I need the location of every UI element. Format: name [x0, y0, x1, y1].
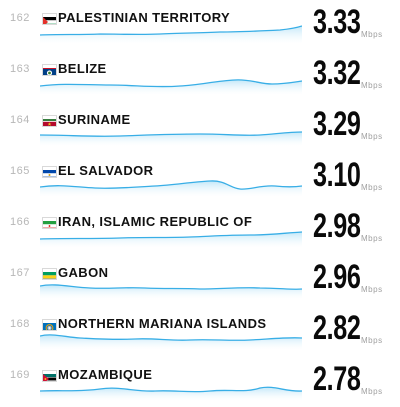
speed-unit: Mbps: [361, 183, 383, 192]
speed-value: 3.29: [313, 105, 361, 143]
rank-number: 168: [10, 318, 30, 330]
country-name: IRAN, ISLAMIC REPUBLIC OF: [58, 214, 253, 229]
rank-number: 167: [10, 267, 30, 279]
speed-unit: Mbps: [361, 285, 383, 294]
speed-value: 3.32: [313, 54, 361, 92]
rank-number: 165: [10, 165, 30, 177]
speed-unit: Mbps: [361, 387, 383, 396]
list-item: 164 SURINAME 3.29 Mbps: [0, 102, 400, 152]
speed-unit: Mbps: [361, 81, 383, 90]
rank-number: 163: [10, 63, 30, 75]
speed-value: 3.33: [313, 3, 361, 41]
list-item: 162 PALESTINIAN TERRITORY 3.33 Mbps: [0, 0, 400, 50]
speed-unit: Mbps: [361, 132, 383, 141]
list-item: 166 IRAN, ISLAMIC REPUBLIC OF 2.98 Mbps: [0, 204, 400, 254]
speed-unit: Mbps: [361, 234, 383, 243]
rank-number: 162: [10, 12, 30, 24]
speed-sparkline: [40, 171, 302, 197]
speed-value: 2.78: [313, 360, 361, 398]
iran-flag-icon: [42, 217, 57, 229]
list-item: 168 NORTHERN MARIANA ISLANDS 2.82 Mbps: [0, 306, 400, 356]
speed-value: 2.82: [313, 309, 361, 347]
country-name: MOZAMBIQUE: [58, 367, 153, 382]
belize-flag-icon: [42, 64, 57, 76]
northern-mariana-islands-flag-icon: [42, 319, 57, 331]
speed-value: 2.98: [313, 207, 361, 245]
country-name: EL SALVADOR: [58, 163, 154, 178]
speed-sparkline: [40, 222, 302, 248]
country-name: BELIZE: [58, 61, 107, 76]
rank-number: 169: [10, 369, 30, 381]
list-item: 169 MOZAMBIQUE 2.78 Mbps: [0, 357, 400, 407]
el-salvador-flag-icon: [42, 166, 57, 178]
list-item: 167 GABON 2.96 Mbps: [0, 255, 400, 305]
suriname-flag-icon: [42, 115, 57, 127]
speed-sparkline: [40, 273, 302, 299]
speed-sparkline: [40, 324, 302, 350]
rank-number: 164: [10, 114, 30, 126]
speed-sparkline: [40, 120, 302, 146]
speed-unit: Mbps: [361, 336, 383, 345]
speed-value: 3.10: [313, 156, 361, 194]
speed-unit: Mbps: [361, 30, 383, 39]
country-name: NORTHERN MARIANA ISLANDS: [58, 316, 267, 331]
list-item: 163 BELIZE 3.32 Mbps: [0, 51, 400, 101]
speed-sparkline: [40, 18, 302, 44]
rank-number: 166: [10, 216, 30, 228]
speed-sparkline: [40, 69, 302, 95]
gabon-flag-icon: [42, 268, 57, 280]
palestine-flag-icon: [42, 13, 57, 25]
country-name: PALESTINIAN TERRITORY: [58, 10, 231, 25]
mozambique-flag-icon: [42, 370, 57, 382]
speed-value: 2.96: [313, 258, 361, 296]
country-name: GABON: [58, 265, 109, 280]
list-item: 165 EL SALVADOR 3.10 Mbps: [0, 153, 400, 203]
country-name: SURINAME: [58, 112, 131, 127]
speed-sparkline: [40, 375, 302, 401]
